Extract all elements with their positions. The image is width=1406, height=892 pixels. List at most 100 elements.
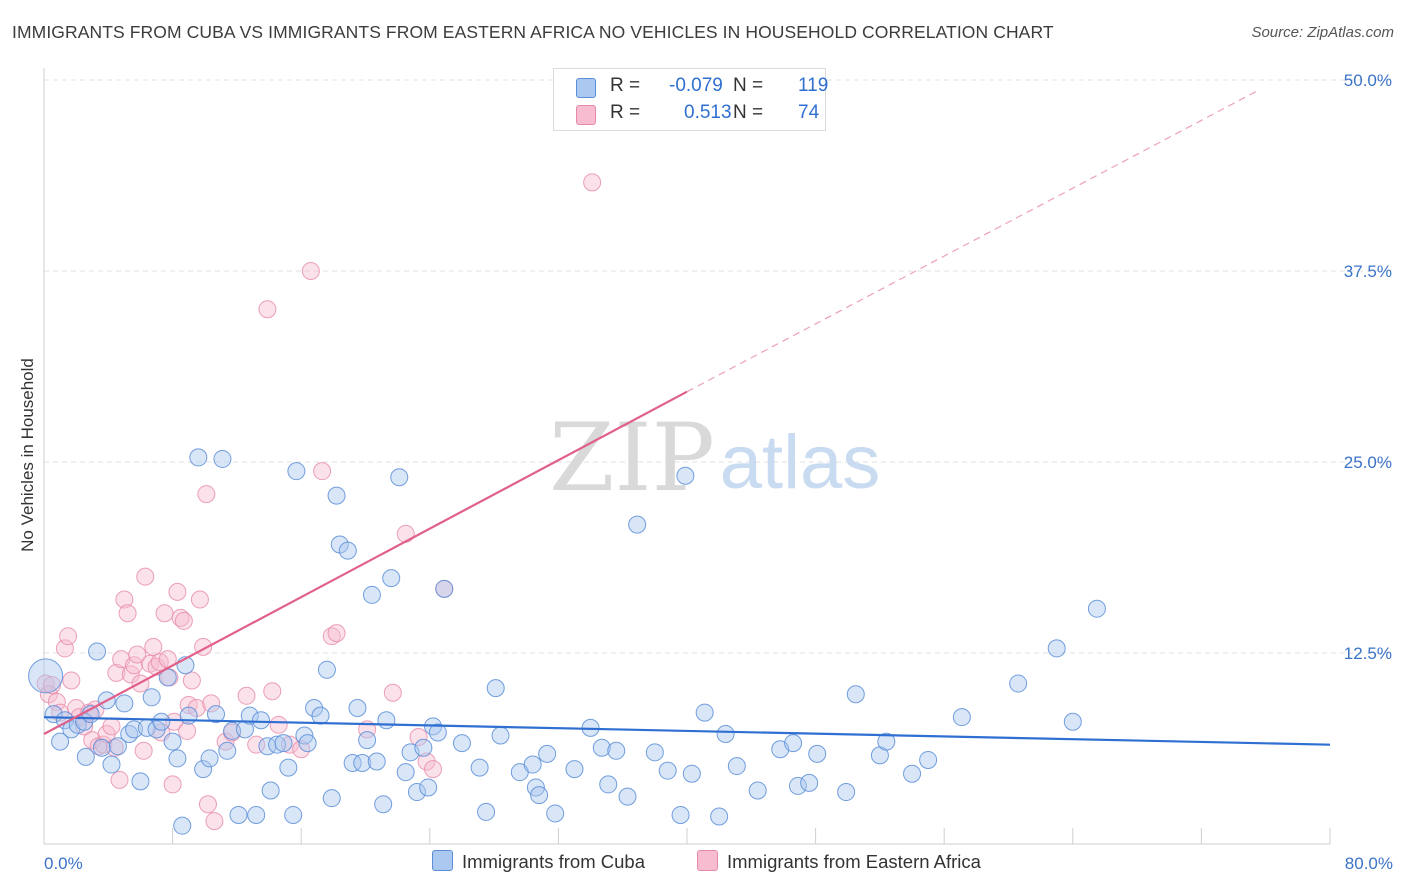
cuba-point	[1009, 674, 1028, 693]
cuba-point	[592, 738, 611, 757]
cuba-point	[952, 708, 971, 727]
cuba-point	[695, 703, 714, 722]
cuba-point	[343, 754, 362, 773]
eafrica-point	[168, 582, 187, 601]
cuba-point	[322, 789, 341, 808]
eafrica-n-label: N =	[733, 102, 764, 123]
trend-lines	[43, 90, 1331, 746]
eafrica-point	[237, 686, 256, 705]
y-tick-label: 50.0%	[1344, 71, 1392, 90]
eafrica-point	[163, 775, 182, 794]
cuba-point	[919, 750, 938, 769]
cuba-point	[348, 699, 367, 718]
watermark: ZIP atlas	[549, 404, 880, 513]
cuba-point	[784, 734, 803, 753]
cuba-point	[358, 731, 377, 750]
cuba-point	[317, 660, 336, 679]
eafrica-point	[144, 637, 163, 656]
cuba-point	[194, 760, 213, 779]
eafrica-point	[136, 567, 155, 586]
cuba-point	[374, 795, 393, 814]
eafrica-point	[125, 656, 144, 675]
cuba-point	[676, 466, 695, 485]
cuba-point	[419, 778, 438, 797]
cuba-point	[362, 585, 381, 604]
cuba-r-value: -0.079	[669, 75, 723, 96]
eafrica-point	[190, 590, 209, 609]
eafrica-point	[197, 485, 216, 504]
cuba-point	[748, 781, 767, 800]
eafrica-point	[322, 627, 341, 646]
cuba-point	[710, 807, 729, 826]
cuba-point	[1087, 599, 1106, 618]
cuba-point	[435, 579, 454, 598]
cuba-r-label: R =	[610, 75, 641, 96]
cuba-n-label: N =	[733, 75, 764, 96]
eafrica-point	[134, 741, 153, 760]
eafrica-point	[102, 717, 121, 736]
eafrica-point	[59, 627, 78, 646]
eafrica-r-label: R =	[610, 102, 641, 123]
legend-cuba-label: Immigrants from Cuba	[462, 851, 645, 872]
cuba-point	[808, 744, 827, 763]
cuba-point	[76, 747, 95, 766]
cuba-point	[88, 642, 107, 661]
cuba-point	[298, 734, 317, 753]
stats-box: R = -0.079 N = 119 R = 0.513 N = 74	[553, 68, 828, 131]
cuba-point	[279, 758, 298, 777]
cuba-point	[92, 738, 111, 757]
cuba-point	[877, 732, 896, 751]
eafrica-point	[409, 728, 428, 747]
legend-item-cuba[interactable]: Immigrants from Cuba	[432, 850, 645, 873]
eafrica-point	[205, 812, 224, 831]
cuba-point	[565, 760, 584, 779]
eafrica-point	[174, 611, 193, 630]
cuba-trend-line	[43, 716, 1331, 746]
cuba-point	[108, 737, 127, 756]
cuba-point	[305, 699, 324, 718]
cuba-point	[218, 741, 237, 760]
eafrica-point	[258, 300, 277, 319]
cuba-point	[327, 486, 346, 505]
cuba-point	[207, 705, 226, 724]
y-tick-label: 37.5%	[1344, 262, 1392, 281]
cuba-point	[407, 783, 426, 802]
eafrica-point	[216, 732, 235, 751]
cuba-point	[682, 764, 701, 783]
cuba-point	[353, 754, 372, 773]
cuba-point	[414, 738, 433, 757]
cuba-point	[538, 744, 557, 763]
cuba-point	[163, 732, 182, 751]
cuba-point	[51, 732, 70, 751]
cuba-point	[131, 772, 150, 791]
eafrica-point	[94, 735, 113, 754]
cuba-point	[727, 757, 746, 776]
cuba-point	[607, 741, 626, 760]
legend-item-eafrica[interactable]: Immigrants from Eastern Africa	[697, 850, 981, 873]
cuba-point	[200, 749, 219, 768]
cuba-point	[599, 775, 618, 794]
cuba-point	[338, 541, 357, 560]
cuba-point	[173, 816, 192, 835]
cuba-point	[287, 462, 306, 481]
cuba-point	[491, 726, 510, 745]
cuba-point	[671, 805, 690, 824]
cuba-point	[546, 804, 565, 823]
eafrica-points	[36, 173, 602, 831]
cuba-point	[628, 515, 647, 534]
eafrica-point	[198, 795, 217, 814]
eafrica-point	[62, 671, 81, 690]
eafrica-point	[383, 683, 402, 702]
eafrica-point	[396, 524, 415, 543]
x-tick-label: 0.0%	[44, 854, 83, 873]
cuba-point	[261, 781, 280, 800]
cuba-point	[396, 763, 415, 782]
eafrica-point	[424, 760, 443, 779]
cuba-point	[658, 761, 677, 780]
cuba-point	[28, 658, 64, 694]
eafrica-point	[417, 752, 436, 771]
eafrica-point	[128, 645, 147, 664]
cuba-point	[115, 694, 134, 713]
eafrica-point	[178, 721, 197, 740]
eafrica-n-value: 74	[798, 102, 820, 123]
